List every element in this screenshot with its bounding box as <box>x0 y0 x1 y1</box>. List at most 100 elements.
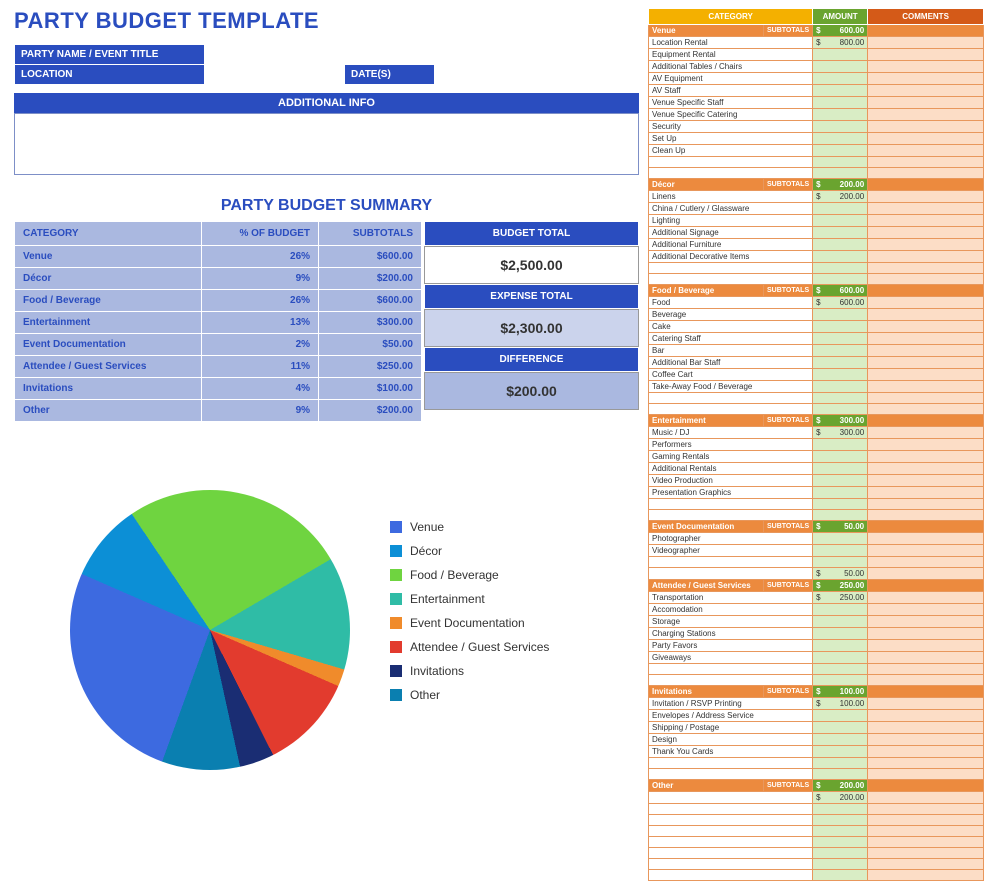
detail-row-blank <box>649 263 984 274</box>
detail-row: Transportation$250.00 <box>649 592 984 604</box>
detail-row-blank <box>649 848 984 859</box>
detail-row: Additional Furniture <box>649 239 984 251</box>
detail-row: Take-Away Food / Beverage <box>649 381 984 393</box>
detail-row-blank <box>649 157 984 168</box>
detail-row-blank <box>649 870 984 881</box>
date-value[interactable] <box>435 65 639 85</box>
detail-row-blank <box>649 274 984 285</box>
loc-label: LOCATION <box>15 65 205 85</box>
summary-col-1: % OF BUDGET <box>202 222 319 246</box>
legend-item: Event Documentation <box>390 616 549 630</box>
detail-row-blank <box>649 393 984 404</box>
detail-row: Video Production <box>649 475 984 487</box>
detail-row-blank <box>649 859 984 870</box>
loc-value[interactable] <box>205 65 345 85</box>
detail-row: Invitation / RSVP Printing$100.00 <box>649 698 984 710</box>
legend-item: Attendee / Guest Services <box>390 640 549 654</box>
legend-item: Invitations <box>390 664 549 678</box>
detail-section-header: Food / BeverageSUBTOTALS$600.00 <box>649 285 984 297</box>
detail-row: Photographer <box>649 533 984 545</box>
detail-row: Location Rental$800.00 <box>649 37 984 49</box>
detail-row-blank <box>649 826 984 837</box>
detail-row: Coffee Cart <box>649 369 984 381</box>
detail-row: Venue Specific Catering <box>649 109 984 121</box>
detail-section-header: Event DocumentationSUBTOTALS$50.00 <box>649 521 984 533</box>
detail-table: CATEGORY AMOUNT COMMENTS VenueSUBTOTALS$… <box>648 8 984 881</box>
detail-row: Linens$200.00 <box>649 191 984 203</box>
detail-row-blank <box>649 837 984 848</box>
detail-row-blank <box>649 758 984 769</box>
budget-total-label: BUDGET TOTAL <box>424 221 639 246</box>
detail-row-blank <box>649 664 984 675</box>
detail-row: Thank You Cards <box>649 746 984 758</box>
detail-row: Envelopes / Address Service <box>649 710 984 722</box>
legend-item: Food / Beverage <box>390 568 549 582</box>
detail-row: Additional Bar Staff <box>649 357 984 369</box>
detail-row: Additional Tables / Chairs <box>649 61 984 73</box>
detail-row: Additional Decorative Items <box>649 251 984 263</box>
difference-label: DIFFERENCE <box>424 347 639 372</box>
budget-total-value: $2,500.00 <box>424 246 639 284</box>
summary-row: Other9%$200.00 <box>15 400 422 422</box>
detail-row: Music / DJ$300.00 <box>649 427 984 439</box>
pie-chart <box>70 490 350 770</box>
detail-row: China / Cutlery / Glassware <box>649 203 984 215</box>
detail-row: Security <box>649 121 984 133</box>
detail-row: Additional Signage <box>649 227 984 239</box>
summary-row: Invitations4%$100.00 <box>15 378 422 400</box>
legend-item: Other <box>390 688 549 702</box>
detail-row-blank <box>649 499 984 510</box>
difference-value: $200.00 <box>424 372 639 410</box>
detail-header-comments: COMMENTS <box>868 9 984 25</box>
page-title: PARTY BUDGET TEMPLATE <box>14 8 639 34</box>
info-table: PARTY NAME / EVENT TITLE LOCATION DATE(S… <box>14 44 639 85</box>
name-label: PARTY NAME / EVENT TITLE <box>15 45 205 65</box>
detail-row: Additional Rentals <box>649 463 984 475</box>
detail-row-blank <box>649 404 984 415</box>
detail-row: Venue Specific Staff <box>649 97 984 109</box>
detail-row: Gaming Rentals <box>649 451 984 463</box>
detail-row: Accomodation <box>649 604 984 616</box>
detail-row: Videographer <box>649 545 984 557</box>
detail-row-blank <box>649 557 984 568</box>
detail-section-header: VenueSUBTOTALS$600.00 <box>649 25 984 37</box>
detail-row: $200.00 <box>649 792 984 804</box>
detail-section-header: EntertainmentSUBTOTALS$300.00 <box>649 415 984 427</box>
detail-row: Equipment Rental <box>649 49 984 61</box>
detail-row: Charging Stations <box>649 628 984 640</box>
detail-row: Storage <box>649 616 984 628</box>
additional-info-label: ADDITIONAL INFO <box>14 93 639 113</box>
date-label: DATE(S) <box>345 65 435 85</box>
summary-row: Attendee / Guest Services11%$250.00 <box>15 356 422 378</box>
detail-row-blank <box>649 815 984 826</box>
detail-row: Set Up <box>649 133 984 145</box>
detail-row-blank: $50.00 <box>649 568 984 580</box>
detail-section-header: InvitationsSUBTOTALS$100.00 <box>649 686 984 698</box>
summary-table: CATEGORY% OF BUDGETSUBTOTALS Venue26%$60… <box>14 221 422 422</box>
detail-row: Performers <box>649 439 984 451</box>
name-value[interactable] <box>205 45 639 65</box>
detail-row: Cake <box>649 321 984 333</box>
detail-section-header: DécorSUBTOTALS$200.00 <box>649 179 984 191</box>
detail-row: Clean Up <box>649 145 984 157</box>
detail-row: Shipping / Postage <box>649 722 984 734</box>
legend-item: Venue <box>390 520 549 534</box>
detail-row: Presentation Graphics <box>649 487 984 499</box>
summary-row: Event Documentation2%$50.00 <box>15 334 422 356</box>
detail-row: Lighting <box>649 215 984 227</box>
detail-row: Food$600.00 <box>649 297 984 309</box>
expense-total-label: EXPENSE TOTAL <box>424 284 639 309</box>
detail-row: Bar <box>649 345 984 357</box>
detail-row: Party Favors <box>649 640 984 652</box>
detail-row-blank <box>649 804 984 815</box>
detail-row-blank <box>649 675 984 686</box>
detail-row: AV Equipment <box>649 73 984 85</box>
detail-row: AV Staff <box>649 85 984 97</box>
summary-row: Venue26%$600.00 <box>15 246 422 268</box>
additional-info-box[interactable] <box>14 113 639 175</box>
detail-row: Design <box>649 734 984 746</box>
detail-header-amount: AMOUNT <box>813 9 868 25</box>
summary-heading: PARTY BUDGET SUMMARY <box>14 197 639 215</box>
detail-header-category: CATEGORY <box>649 9 813 25</box>
summary-row: Food / Beverage26%$600.00 <box>15 290 422 312</box>
